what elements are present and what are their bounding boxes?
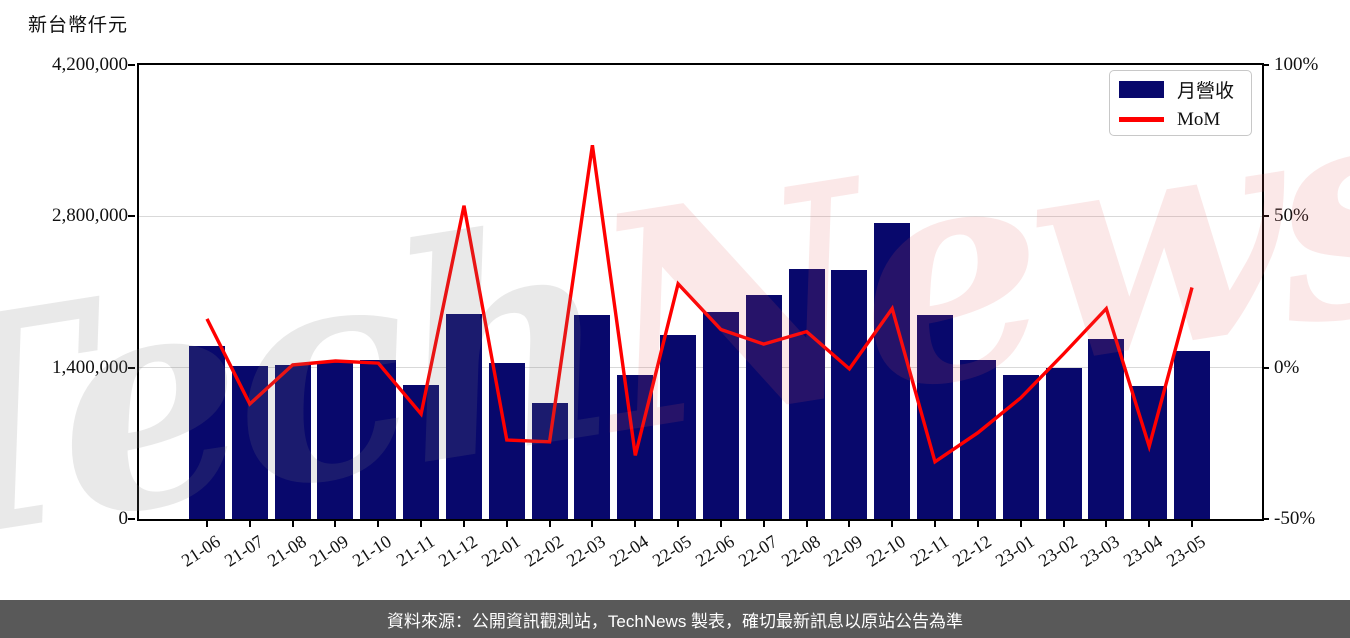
x-axis-label: 21-08 <box>263 531 310 571</box>
revenue-bar <box>874 223 911 519</box>
y-axis-tick-right <box>1262 64 1269 66</box>
x-axis-tick <box>634 521 637 527</box>
x-axis-label: 21-12 <box>434 531 481 571</box>
revenue-bar <box>574 315 611 519</box>
footer-text: 資料來源：公開資訊觀測站，TechNews 製表，確切最新訊息以原站公告為準 <box>386 611 964 631</box>
x-axis-label: 22-04 <box>606 531 653 571</box>
y-axis-tick-left <box>128 366 135 369</box>
revenue-bar <box>1045 368 1082 519</box>
x-axis-tick <box>719 521 722 527</box>
x-axis-label: 22-12 <box>948 531 995 571</box>
x-axis-tick <box>934 521 937 527</box>
x-axis-label: 21-06 <box>177 531 224 571</box>
revenue-bar <box>445 314 482 519</box>
y-axis-tick-left <box>128 518 135 520</box>
x-axis-tick <box>891 521 894 527</box>
legend-item-mom: MoM <box>1119 109 1251 131</box>
y-axis-label-left: 0 <box>118 508 129 529</box>
y-axis-label-right: -50% <box>1274 508 1316 529</box>
revenue-bar <box>745 295 782 519</box>
x-axis-label: 21-07 <box>220 531 267 571</box>
x-axis-tick <box>206 521 208 527</box>
y-axis-label-left: 2,800,000 <box>52 205 128 227</box>
left-axis-unit-title: 新台幣仟元 <box>28 15 129 36</box>
revenue-bar <box>831 269 868 519</box>
x-axis-label: 22-02 <box>520 531 567 571</box>
x-axis-label: 23-01 <box>991 531 1038 571</box>
x-axis-tick <box>334 521 337 527</box>
y-axis-label-left: 1,400,000 <box>52 356 128 378</box>
x-axis-tick <box>1019 521 1022 527</box>
x-axis-label: 23-04 <box>1119 531 1167 571</box>
x-axis-tick <box>377 521 380 527</box>
gridline <box>139 366 1262 369</box>
x-axis-tick <box>677 521 680 527</box>
revenue-bar <box>317 362 354 519</box>
x-axis-tick <box>805 521 808 527</box>
gridline <box>139 215 1262 218</box>
x-axis-tick <box>1191 521 1193 527</box>
legend-bar-swatch <box>1119 80 1164 98</box>
revenue-bar <box>189 346 225 519</box>
x-axis-tick <box>591 521 594 527</box>
x-axis-label: 23-02 <box>1034 531 1081 571</box>
revenue-bar <box>788 268 825 519</box>
x-axis-tick <box>462 521 465 527</box>
x-axis-label: 22-08 <box>777 531 824 571</box>
x-axis-tick <box>1105 521 1108 527</box>
y-axis-tick-left <box>128 215 135 218</box>
x-axis-label: 22-10 <box>862 531 910 571</box>
legend-line-swatch <box>1119 117 1164 122</box>
source-footer: 資料來源：公開資訊觀測站，TechNews 製表，確切最新訊息以原站公告為準 <box>0 600 1350 638</box>
x-axis-label: 22-09 <box>820 531 867 571</box>
x-axis-tick <box>548 521 551 527</box>
legend-item-label: MoM <box>1177 108 1221 130</box>
x-axis-label: 21-09 <box>306 531 353 571</box>
x-axis-label: 21-10 <box>349 531 396 571</box>
revenue-bar <box>274 364 311 519</box>
y-axis-label-right: 100% <box>1274 54 1319 75</box>
legend: 月營收 MoM <box>1109 70 1252 136</box>
mom-line <box>205 144 1194 465</box>
y-axis-tick-left <box>128 64 135 66</box>
y-axis-tick-right <box>1262 518 1269 520</box>
x-axis-tick <box>505 521 508 527</box>
y-axis-label-right: 50% <box>1274 205 1309 227</box>
x-axis-tick <box>1148 521 1151 527</box>
x-axis-label: 22-01 <box>477 531 524 571</box>
revenue-bar <box>660 335 697 519</box>
mom-line-svg <box>205 144 1194 465</box>
x-axis-tick <box>420 521 423 527</box>
y-axis-tick-right <box>1262 215 1269 218</box>
revenue-bar <box>531 403 568 519</box>
y-axis-tick-right <box>1262 366 1269 369</box>
revenue-bar <box>1088 339 1125 519</box>
x-axis-tick <box>1062 521 1065 527</box>
x-axis-tick <box>848 521 851 527</box>
x-axis-label: 22-11 <box>906 531 952 571</box>
x-axis-label: 22-06 <box>691 531 738 571</box>
revenue-bar <box>702 312 739 519</box>
x-axis-tick <box>976 521 979 527</box>
x-axis-label: 22-07 <box>734 531 781 571</box>
x-axis-tick <box>762 521 765 527</box>
x-axis-label: 23-03 <box>1077 531 1124 571</box>
x-axis-label: 22-03 <box>563 531 610 571</box>
y-axis-label-right: 0% <box>1274 356 1300 378</box>
x-axis-label: 22-05 <box>648 531 695 571</box>
revenue-bar <box>1174 351 1210 519</box>
revenue-bar <box>360 360 397 519</box>
x-axis-tick <box>291 521 294 527</box>
plot-area <box>137 63 1264 521</box>
x-axis-tick <box>248 521 251 527</box>
legend-item-revenue: 月營收 <box>1119 76 1251 103</box>
x-axis-label: 23-05 <box>1162 531 1209 571</box>
legend-item-label: 月營收 <box>1177 80 1235 102</box>
x-axis-label: 21-11 <box>392 531 439 571</box>
y-axis-label-left: 4,200,000 <box>52 54 128 75</box>
